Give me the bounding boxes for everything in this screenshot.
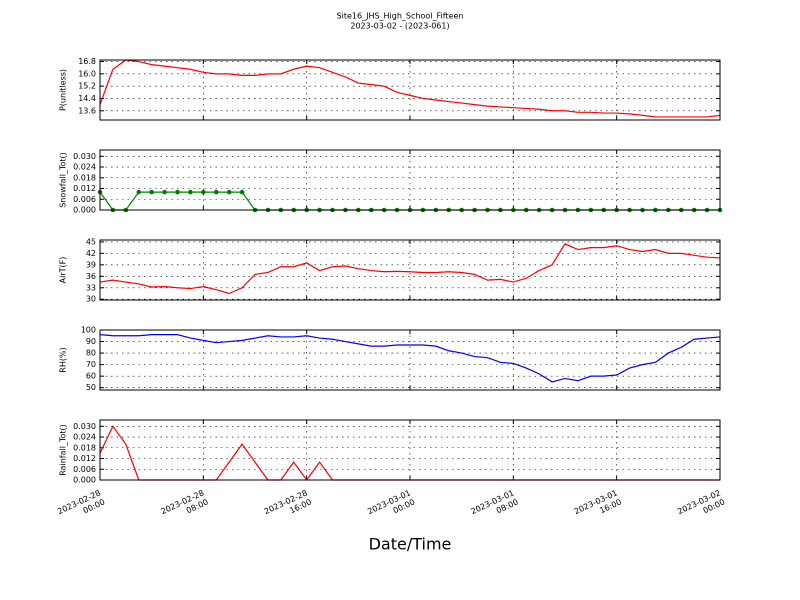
y-tick-label: 0.018 <box>73 173 96 182</box>
y-tick-label: 0.000 <box>73 476 96 485</box>
plot-frame <box>99 59 721 121</box>
y-tick-label: 45 <box>86 237 96 246</box>
data-point <box>188 189 193 195</box>
plot-frame <box>99 329 721 391</box>
x-tick-label: 2023-03-0116:00 <box>573 488 623 525</box>
y-axis-label: AirT(F) <box>59 257 68 284</box>
y-tick-label: 0.030 <box>73 422 96 431</box>
data-point <box>136 189 142 195</box>
y-tick-label: 0.006 <box>73 195 96 204</box>
plot-frame <box>99 149 721 211</box>
y-axis-label: Rainfall_Tot() <box>59 424 68 476</box>
y-tick-label: 42 <box>86 249 96 258</box>
y-tick-label: 15.2 <box>78 82 96 91</box>
y-tick-label: 0.030 <box>73 152 96 161</box>
y-tick-label: 0.024 <box>73 433 96 442</box>
x-tick-label: 2023-02-2808:00 <box>159 488 209 525</box>
y-tick-label: 60 <box>86 372 96 381</box>
x-tick-label: 2023-02-2800:00 <box>56 488 106 525</box>
y-tick-label: 0.018 <box>73 443 96 452</box>
y-tick-label: 70 <box>86 360 96 369</box>
y-axis-label: P(unitless) <box>59 69 68 111</box>
chart-subtitle: 2023-03-02 - (2023-061) <box>350 22 449 31</box>
x-axis-label: Date/Time <box>369 535 452 554</box>
y-tick-label: 30 <box>86 295 96 304</box>
y-tick-label: 0.024 <box>73 163 96 172</box>
data-line <box>99 243 721 295</box>
y-tick-label: 36 <box>86 272 96 281</box>
data-point <box>149 189 154 195</box>
x-tick-label: 2023-02-2816:00 <box>263 488 313 525</box>
y-axis-label: Snowfall_Tot() <box>59 152 68 208</box>
y-tick-label: 33 <box>86 283 96 292</box>
data-line <box>99 59 721 118</box>
plot-frame <box>99 239 721 301</box>
y-tick-label: 14.4 <box>78 94 96 103</box>
y-tick-label: 16.8 <box>78 57 96 66</box>
y-tick-label: 0.012 <box>73 184 96 193</box>
data-point <box>239 189 245 195</box>
y-tick-label: 13.6 <box>78 106 96 115</box>
y-tick-label: 0.006 <box>73 465 96 474</box>
y-tick-label: 0.012 <box>73 454 96 463</box>
data-point <box>175 189 180 195</box>
y-tick-label: 16.0 <box>78 69 96 78</box>
data-point <box>213 189 219 195</box>
data-point <box>162 189 167 195</box>
y-tick-label: 0.000 <box>73 206 96 215</box>
y-axis-label: RH(%) <box>59 347 68 372</box>
y-tick-label: 80 <box>86 349 96 358</box>
data-point <box>201 189 206 195</box>
chart-title: Site16_JHS_High_School_Fifteen <box>337 12 464 21</box>
data-point <box>226 189 232 195</box>
y-tick-label: 39 <box>86 260 96 269</box>
y-tick-label: 90 <box>86 337 96 346</box>
y-tick-label: 50 <box>86 383 96 392</box>
x-tick-label: 2023-03-0200:00 <box>676 488 726 525</box>
y-tick-label: 100 <box>81 326 96 335</box>
data-line <box>99 334 721 383</box>
plot-frame <box>99 419 721 481</box>
x-tick-label: 2023-03-0100:00 <box>366 488 416 525</box>
x-tick-label: 2023-03-0108:00 <box>469 488 519 525</box>
